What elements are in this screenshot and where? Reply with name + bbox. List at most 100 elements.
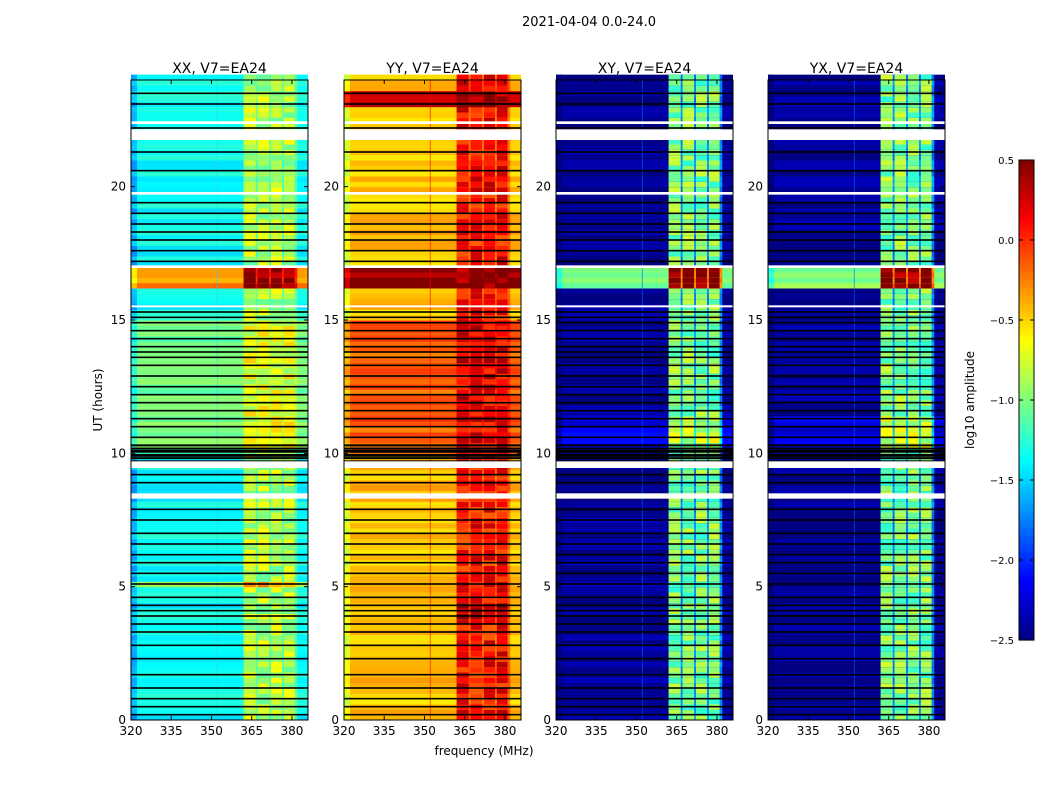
heatmap-cell	[470, 154, 483, 161]
heatmap-cell	[880, 410, 935, 417]
heatmap-cell	[470, 474, 483, 481]
heatmap-cell	[283, 96, 295, 102]
heatmap-cell	[708, 512, 720, 518]
heatmap-cell	[695, 549, 707, 556]
heatmap-cell	[695, 341, 707, 348]
heatmap-cell	[283, 245, 295, 252]
heatmap-cell	[556, 576, 733, 582]
heatmap-cell	[243, 213, 256, 220]
heatmap-cell	[243, 688, 298, 694]
colorbar-segment	[1019, 320, 1034, 325]
heatmap-cell	[131, 538, 137, 545]
heatmap-cell	[483, 501, 495, 508]
heatmap-cell	[483, 378, 495, 385]
heatmap-cell	[131, 240, 308, 246]
heatmap-cell	[880, 485, 893, 492]
heatmap-cell	[708, 112, 720, 118]
heatmap-cell	[344, 522, 521, 529]
heatmap-cell	[880, 645, 893, 652]
heatmap-cell	[270, 272, 282, 278]
heatmap-cell	[243, 688, 256, 694]
colorbar-segment	[1019, 328, 1034, 333]
heatmap-cell	[920, 469, 932, 476]
heatmap-cell	[283, 234, 295, 241]
heatmap-cell	[682, 618, 695, 625]
heatmap-cell	[668, 192, 681, 198]
heatmap-cell	[270, 437, 282, 444]
heatmap-cell	[668, 96, 681, 102]
heatmap-cell	[131, 586, 308, 593]
heatmap-cell	[920, 426, 932, 433]
heatmap-cell	[920, 485, 932, 492]
heatmap-cell	[668, 634, 723, 641]
heatmap-cell	[695, 597, 707, 604]
heatmap-cell	[556, 554, 733, 561]
heatmap-cell	[131, 106, 308, 113]
heatmap-cell	[456, 261, 511, 268]
heatmap-cell	[131, 165, 308, 172]
colorbar-segment	[1019, 228, 1034, 233]
heatmap-cell	[243, 176, 256, 182]
heatmap-cell	[456, 74, 511, 81]
heatmap-cell	[768, 272, 945, 278]
heatmap-cell	[131, 666, 308, 673]
heatmap-cell	[668, 357, 723, 364]
heatmap-cell	[768, 240, 774, 246]
heatmap-cell	[483, 224, 495, 230]
heatmap-cell	[682, 576, 695, 582]
heatmap-cell	[768, 352, 774, 358]
flagged-row-black	[556, 609, 733, 612]
heatmap-cell	[456, 117, 469, 124]
heatmap-cell	[907, 496, 919, 502]
heatmap-cell	[880, 501, 935, 508]
heatmap-cell	[131, 437, 308, 444]
heatmap-cell	[695, 266, 707, 273]
heatmap-cell	[556, 485, 562, 492]
heatmap-cell	[243, 261, 256, 268]
heatmap-cell	[920, 544, 932, 550]
colorbar-segment	[1019, 432, 1034, 437]
heatmap-cell	[344, 112, 350, 118]
heatmap-cell	[668, 618, 723, 625]
heatmap-cell	[470, 256, 483, 262]
heatmap-cell	[880, 202, 935, 209]
heatmap-cell	[131, 352, 308, 358]
x-tick-label: 320	[333, 724, 356, 738]
heatmap-cell	[243, 341, 256, 348]
heatmap-cell	[668, 85, 681, 92]
heatmap-cell	[668, 106, 723, 113]
heatmap-cell	[894, 117, 907, 124]
heatmap-cell	[668, 698, 723, 705]
heatmap-cell	[257, 202, 270, 209]
colorbar-segment	[1019, 424, 1034, 429]
heatmap-cell	[880, 160, 893, 166]
heatmap-cell	[894, 640, 907, 646]
heatmap-cell	[768, 352, 945, 358]
heatmap-cell	[708, 533, 720, 540]
flagged-row-black	[768, 151, 945, 153]
heatmap-cell	[695, 437, 707, 444]
heatmap-cell	[556, 389, 562, 396]
heatmap-cell	[768, 432, 774, 438]
heatmap-cell	[920, 352, 932, 358]
colorbar-segment	[1019, 188, 1034, 193]
heatmap-cell	[131, 192, 308, 198]
heatmap-cell	[456, 394, 469, 401]
colorbar-segment	[1019, 476, 1034, 481]
heatmap-cell	[894, 272, 907, 278]
heatmap-cell	[907, 256, 919, 262]
heatmap-cell	[243, 325, 298, 332]
heatmap-cell	[907, 597, 919, 604]
heatmap-cell	[907, 522, 919, 529]
heatmap-cell	[496, 485, 508, 492]
colorbar-segment	[1019, 236, 1034, 241]
heatmap-cell	[270, 80, 282, 86]
heatmap-cell	[470, 293, 483, 300]
heatmap-cell	[456, 554, 511, 561]
heatmap-cell	[344, 352, 521, 358]
heatmap-cell	[907, 330, 919, 337]
heatmap-cell	[880, 576, 893, 582]
colorbar-segment	[1019, 204, 1034, 209]
heatmap-cell	[668, 688, 681, 694]
